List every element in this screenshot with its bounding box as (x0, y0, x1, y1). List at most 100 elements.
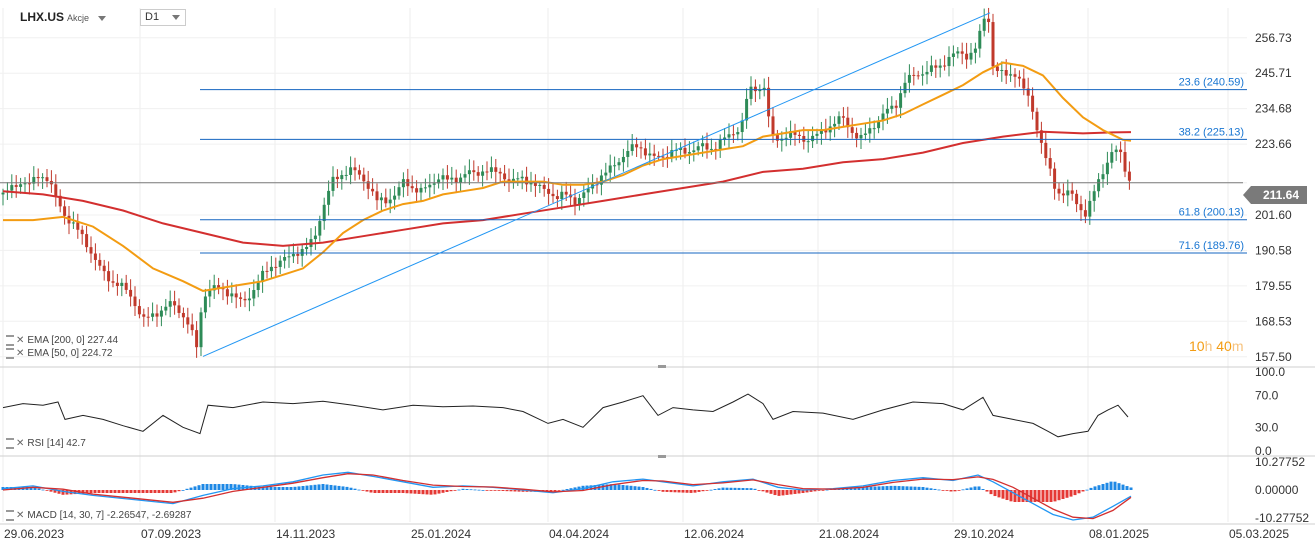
candle-body (1048, 158, 1052, 169)
candle-body (1092, 191, 1096, 201)
macd-histogram-bar (189, 487, 193, 490)
close-icon[interactable]: ✕ (16, 348, 25, 360)
candle-body (1039, 130, 1043, 143)
macd-histogram-bar (369, 490, 373, 493)
menu-icon[interactable] (6, 438, 14, 449)
candle-body (573, 197, 577, 205)
candle-body (195, 330, 199, 348)
candle-body (393, 195, 397, 200)
price-axis-label: 245.71 (1255, 66, 1292, 80)
macd-histogram-bar (233, 484, 237, 490)
macd-histogram-bar (445, 490, 449, 492)
last-price-tag: 211.64 (1243, 186, 1307, 204)
interval-dropdown[interactable]: D1 (140, 9, 186, 26)
x-axis-label: 05.03.2025 (1229, 527, 1289, 541)
macd-histogram-bar (645, 487, 649, 490)
macd-axis-label: 0.00000 (1255, 483, 1299, 497)
macd-histogram-bar (661, 490, 665, 492)
legend-macd[interactable]: ✕ MACD [14, 30, 7] -2.26547, -2.69287 (6, 510, 191, 521)
candle-body (718, 139, 722, 150)
candle-body (124, 282, 128, 290)
macd-histogram-bar (617, 484, 621, 490)
macd-histogram-bar (625, 485, 629, 490)
candle-body (485, 171, 489, 173)
countdown-hours: 10 (1189, 338, 1205, 354)
price-axis-label: 157.50 (1255, 350, 1292, 364)
macd-histogram-bar (729, 487, 733, 490)
macd-histogram-bar (425, 490, 429, 495)
macd-histogram-bar (153, 490, 157, 493)
macd-histogram-bar (825, 489, 829, 491)
close-icon[interactable]: ✕ (16, 335, 25, 347)
candle-body (111, 281, 115, 283)
menu-icon[interactable] (6, 348, 14, 359)
candle-body (36, 176, 40, 179)
macd-histogram-bar (1101, 484, 1105, 490)
candle-body (313, 235, 317, 240)
macd-histogram-bar (1097, 485, 1101, 490)
candle-body (27, 183, 31, 185)
symbol-selector[interactable]: LHX.US Akcje (20, 10, 107, 24)
macd-histogram-bar (125, 490, 129, 493)
macd-histogram-bar (1033, 490, 1037, 502)
candle-body (379, 197, 383, 201)
macd-histogram-bar (37, 488, 41, 490)
macd-histogram-bar (513, 490, 517, 492)
macd-histogram-bar (161, 490, 165, 493)
macd-histogram-bar (409, 490, 413, 494)
close-icon[interactable]: ✕ (16, 438, 25, 450)
macd-histogram-bar (893, 485, 897, 490)
ema200-line (2, 130, 1132, 247)
candle-body (819, 129, 823, 134)
candle-body (921, 74, 925, 76)
macd-histogram-bar (457, 489, 461, 491)
menu-icon[interactable] (6, 335, 14, 346)
candle-body (709, 148, 713, 150)
macd-histogram-bar (861, 487, 865, 490)
macd-histogram-bar (901, 486, 905, 490)
macd-histogram-bar (197, 485, 201, 490)
macd-histogram-bar (497, 490, 501, 491)
macd-histogram-bar (301, 486, 305, 490)
macd-histogram-bar (697, 490, 701, 492)
macd-histogram-bar (201, 484, 205, 490)
candle-body (582, 192, 586, 198)
candle-body (102, 265, 106, 272)
interval-label: D1 (145, 11, 160, 23)
macd-histogram-bar (669, 490, 673, 493)
candle-body (934, 65, 938, 68)
legend-ema200[interactable]: ✕ EMA [200, 0] 227.44 (6, 335, 118, 346)
legend-ema50[interactable]: ✕ EMA [50, 0] 224.72 (6, 348, 112, 359)
macd-histogram-bar (937, 489, 941, 491)
candle-body (212, 285, 216, 291)
candle-body (481, 171, 485, 176)
macd-histogram-bar (705, 490, 709, 491)
candle-body (432, 183, 436, 185)
legend-rsi[interactable]: ✕ RSI [14] 42.7 (6, 438, 86, 449)
macd-histogram-bar (185, 488, 189, 490)
macd-histogram-bar (673, 490, 677, 493)
price-axis-label: 168.53 (1255, 314, 1292, 328)
macd-histogram-bar (401, 490, 405, 493)
menu-icon[interactable] (6, 510, 14, 521)
macd-histogram-bar (1053, 490, 1057, 502)
candle-body (463, 174, 467, 178)
macd-histogram-bar (813, 490, 817, 492)
macd-histogram-bar (781, 490, 785, 496)
macd-histogram-bar (309, 485, 313, 490)
candle-body (203, 296, 207, 313)
candle-body (397, 187, 401, 196)
candle-body (657, 155, 661, 157)
candle-body (221, 288, 225, 290)
price-axis-label: 190.58 (1255, 243, 1292, 257)
macd-histogram-bar (685, 490, 689, 493)
macd-histogram-bar (341, 486, 345, 490)
macd-histogram-bar (237, 484, 241, 490)
x-axis-label: 07.09.2023 (141, 527, 201, 541)
candle-body (1031, 95, 1035, 112)
macd-histogram-bar (925, 487, 929, 490)
candle-body (692, 150, 696, 153)
close-icon[interactable]: ✕ (16, 510, 25, 522)
candle-body (951, 53, 955, 57)
macd-histogram-bar (613, 484, 617, 490)
